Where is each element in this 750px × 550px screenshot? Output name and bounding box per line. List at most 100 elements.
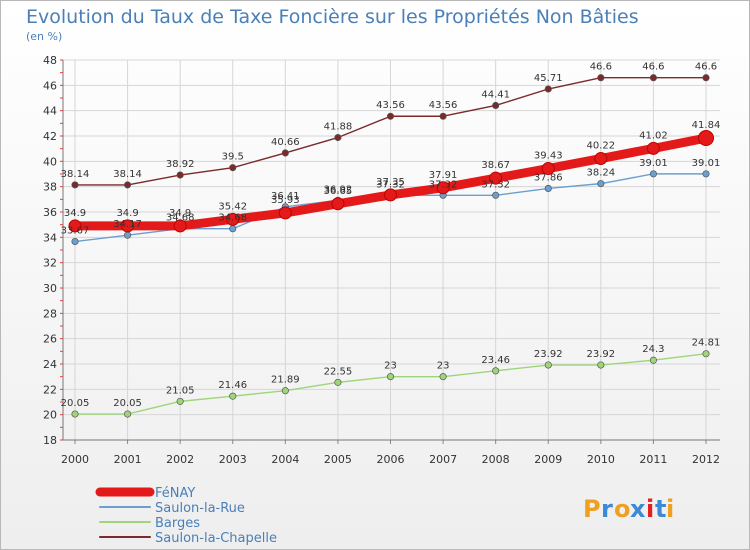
data-point [124, 231, 132, 239]
data-point [702, 74, 710, 82]
data-point [121, 219, 135, 233]
data-point [229, 392, 237, 400]
data-point [597, 180, 605, 188]
x-tick-label: 2006 [377, 453, 405, 466]
data-label: 34.9 [116, 208, 138, 219]
y-tick-label: 22 [43, 383, 57, 396]
axes: 18 20 22 24 26 28 30 32 34 36 38 40 42 44 46 48 2000 2001… [43, 54, 720, 466]
x-tick-label: 2004 [271, 453, 299, 466]
data-label: 45.71 [534, 73, 563, 84]
data-label: 36.41 [271, 191, 300, 202]
data-point [544, 361, 552, 369]
data-label: 38.24 [587, 168, 616, 179]
data-label: 39.5 [222, 152, 244, 163]
data-point [702, 170, 710, 178]
data-point [597, 74, 605, 82]
data-label: 37.86 [534, 172, 563, 183]
data-point [124, 410, 132, 418]
data-label: 41.84 [692, 120, 721, 131]
data-label: 34.68 [166, 213, 195, 224]
data-point [492, 191, 500, 199]
data-label: 23 [384, 361, 397, 372]
chart-subtitle: (en %) [26, 30, 62, 43]
data-label: 23.46 [481, 355, 510, 366]
data-label: 36.65 [324, 186, 353, 197]
data-label: 20.05 [61, 398, 90, 409]
data-label: 39.01 [639, 158, 668, 169]
data-point [386, 112, 395, 120]
data-label: 38.14 [61, 169, 90, 180]
data-point [384, 188, 397, 202]
data-label: 37.32 [376, 179, 405, 190]
data-label: 20.05 [113, 398, 142, 409]
data-label: 21.05 [166, 385, 195, 396]
data-label: 21.89 [271, 375, 300, 386]
y-tick-label: 42 [43, 130, 57, 143]
data-point [71, 181, 79, 189]
data-point [649, 356, 657, 364]
logo-letter: x [630, 495, 646, 523]
x-tick-label: 2007 [429, 453, 457, 466]
data-label: 23.92 [587, 349, 616, 360]
data-point [173, 219, 187, 233]
data-label: 37.91 [429, 170, 458, 181]
y-tick-label: 18 [43, 434, 57, 447]
data-label: 35.93 [271, 195, 300, 206]
data-point [229, 225, 237, 233]
x-tick-label: 2005 [324, 453, 352, 466]
data-label: 23.92 [534, 349, 563, 360]
y-tick-label: 28 [43, 307, 57, 320]
data-point [386, 373, 395, 381]
data-point [124, 181, 132, 189]
data-point [541, 162, 555, 176]
logo-letter: i [666, 495, 674, 523]
x-tick-label: 2011 [639, 453, 667, 466]
data-label: 46.6 [590, 62, 612, 73]
y-tick-label: 32 [43, 257, 57, 270]
data-label: 34.9 [64, 208, 86, 219]
data-point [698, 130, 714, 147]
x-tick-label: 2009 [534, 453, 562, 466]
x-tick-label: 2002 [166, 453, 194, 466]
logo-letter: i [646, 495, 654, 523]
data-point [334, 133, 342, 142]
data-point [436, 181, 450, 195]
data-label: 24.3 [642, 344, 664, 355]
legend-label: Saulon-la-Chapelle [155, 531, 277, 546]
data-label: 43.56 [429, 100, 458, 111]
data-label: 40.22 [587, 141, 616, 152]
data-point [176, 397, 184, 405]
y-tick-label: 48 [43, 54, 57, 67]
data-point [176, 171, 184, 179]
logo-letter: t [655, 495, 666, 523]
data-label: 46.6 [642, 62, 664, 73]
chart-title: Evolution du Taux de Taxe Foncière sur l… [26, 6, 639, 28]
data-label: 38.14 [113, 169, 142, 180]
data-point [492, 101, 500, 110]
data-label: 23 [437, 361, 450, 372]
data-point [68, 219, 82, 233]
y-tick-label: 20 [43, 409, 57, 422]
data-label: 34.68 [218, 213, 247, 224]
logo-letter: P [583, 495, 601, 523]
data-point [71, 237, 79, 246]
y-tick-label: 30 [43, 282, 57, 295]
x-tick-label: 2000 [61, 453, 89, 466]
data-point [492, 367, 500, 375]
legend-label: Saulon-la-Rue [155, 501, 245, 516]
y-tick-label: 44 [43, 105, 57, 118]
data-label: 34.17 [113, 219, 142, 230]
data-point [331, 197, 345, 211]
data-point [439, 112, 447, 120]
data-point [544, 85, 552, 93]
data-point [439, 373, 447, 381]
y-tick-label: 34 [43, 231, 57, 244]
y-tick-label: 46 [43, 79, 57, 92]
data-point [649, 170, 657, 178]
x-tick-label: 2001 [114, 453, 142, 466]
data-label: 39.01 [692, 158, 721, 169]
data-label: 22.55 [324, 366, 353, 377]
data-point [229, 164, 237, 172]
